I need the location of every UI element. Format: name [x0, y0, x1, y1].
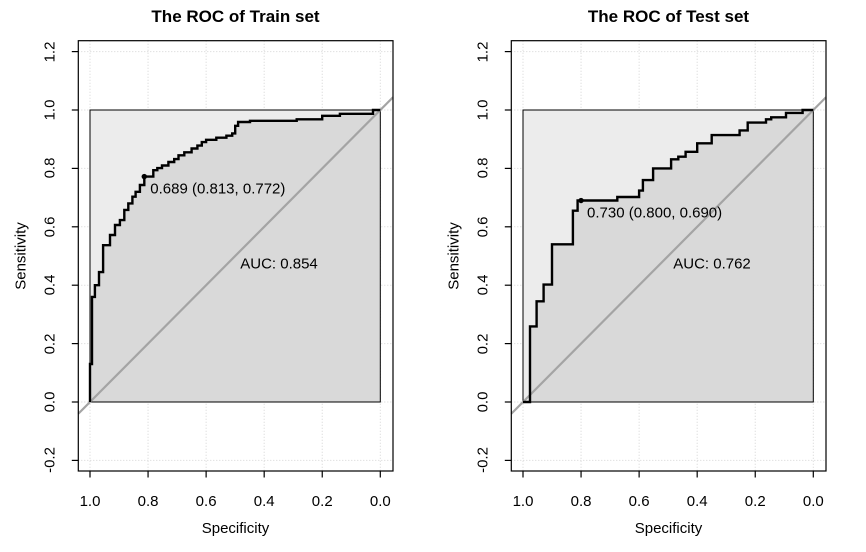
- roc-plot-canvas-test: [504, 40, 827, 478]
- x-tick-label: 0.8: [570, 493, 592, 510]
- y-tick-label: -0.2: [41, 447, 59, 474]
- y-tick-label: 0.0: [41, 391, 59, 413]
- y-axis-label: Sensitivity: [12, 222, 30, 290]
- x-tick-label: 0.2: [311, 493, 333, 510]
- y-tick-label: 0.8: [474, 157, 492, 179]
- x-tick-label: 0.0: [369, 493, 391, 510]
- y-tick-label: 1.0: [474, 99, 492, 121]
- y-axis-label: Sensitivity: [445, 222, 463, 290]
- y-tick-label: 1.2: [474, 41, 492, 63]
- y-tick-label: 0.8: [41, 157, 59, 179]
- roc-panel-train: The ROC of Train set 1.0 0.8 0.6 0.4 0.2 0.0 …: [12, 7, 394, 537]
- x-axis-label: Specificity: [634, 520, 703, 537]
- auc-label: AUC: 0.762: [673, 255, 751, 273]
- y-tick-label: 0.6: [474, 216, 492, 238]
- roc-curve: [523, 108, 814, 404]
- x-tick-label: 1.0: [512, 493, 534, 510]
- y-tick-label: 0.0: [474, 391, 492, 413]
- threshold-point: [141, 173, 147, 180]
- plot-box: [77, 40, 394, 472]
- chance-diagonal-line: [510, 96, 827, 415]
- y-tick-label: 0.2: [474, 333, 492, 355]
- plot-box: [510, 40, 827, 472]
- axis-tick-marks: [504, 50, 814, 478]
- unit-square-border: [89, 109, 381, 403]
- y-tick-label: 0.4: [41, 274, 59, 296]
- y-tick-label: 1.0: [41, 99, 59, 121]
- x-tick-label: 0.8: [137, 493, 159, 510]
- chance-diagonal-line: [77, 96, 394, 415]
- y-tick-label: 0.2: [41, 333, 59, 355]
- x-tick-label: 0.4: [686, 493, 708, 510]
- roc-panel-test: The ROC of Test set 1.0 0.8 0.6 0.4 0.2 0.0 -…: [433, 0, 866, 552]
- threshold-point: [578, 197, 584, 204]
- x-tick-label: 0.2: [744, 493, 766, 510]
- axis-tick-marks: [71, 50, 381, 478]
- plot-title: The ROC of Test set: [587, 7, 750, 26]
- auc-label: AUC: 0.854: [240, 255, 318, 273]
- threshold-label: 0.730 (0.800, 0.690): [587, 204, 723, 222]
- unit-square-border: [522, 109, 814, 403]
- roc-curve: [88, 108, 381, 402]
- x-axis-label: Specificity: [201, 520, 270, 537]
- x-tick-label: 0.6: [195, 493, 217, 510]
- y-tick-label: 1.2: [41, 41, 59, 63]
- y-tick-label: 0.4: [474, 274, 492, 296]
- y-tick-label: 0.6: [41, 216, 59, 238]
- y-tick-label: -0.2: [474, 447, 492, 474]
- x-tick-label: 0.0: [802, 493, 824, 510]
- threshold-label: 0.689 (0.813, 0.772): [150, 180, 286, 198]
- x-tick-label: 0.4: [253, 493, 275, 510]
- x-tick-label: 1.0: [79, 493, 101, 510]
- roc-plot-canvas-train: [71, 40, 394, 478]
- x-tick-label: 0.6: [628, 493, 650, 510]
- plot-title: The ROC of Train set: [151, 7, 320, 26]
